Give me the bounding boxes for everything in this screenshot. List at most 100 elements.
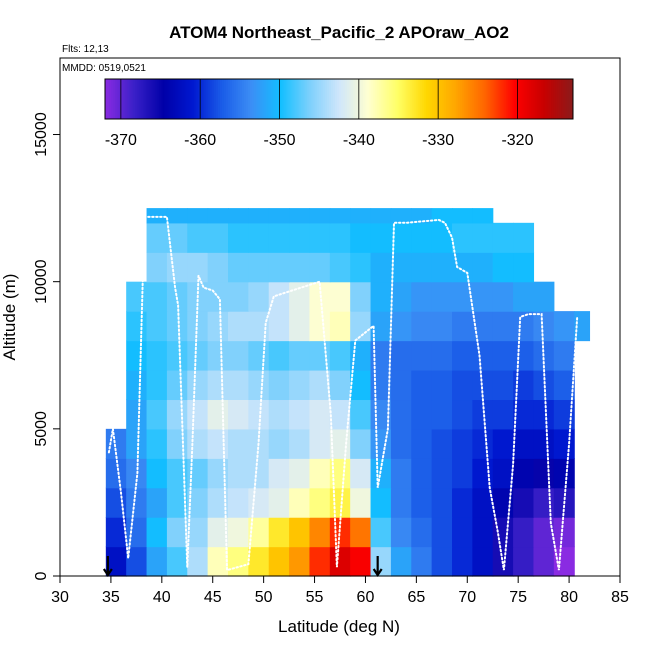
curtain-cell <box>248 311 270 342</box>
curtain-cell <box>289 458 311 489</box>
curtain-cell <box>390 252 412 283</box>
curtain-cell <box>289 369 311 401</box>
colorbar-tick-label: -320 <box>501 132 533 149</box>
colorbar-segment <box>370 79 374 119</box>
curtain-cell <box>533 546 555 577</box>
colorbar-segment <box>456 79 459 119</box>
curtain-cell <box>126 428 148 459</box>
curtain-cell <box>309 222 331 253</box>
curtain-cell <box>350 252 372 283</box>
down-arrow-marker <box>372 556 383 577</box>
colorbar-segment <box>368 79 372 119</box>
curtain-cell <box>248 369 270 401</box>
curtain-cell <box>228 311 249 342</box>
colorbar-segment <box>551 79 554 119</box>
curtain-cell <box>228 281 249 312</box>
curtain-cell <box>350 458 372 489</box>
colorbar-segment <box>267 79 270 119</box>
colorbar-segment <box>281 79 284 119</box>
colorbar-segment <box>315 79 318 119</box>
colorbar-segment <box>223 79 227 119</box>
curtain-cell <box>553 369 575 401</box>
colorbar-segment <box>247 79 251 119</box>
colorbar-segment <box>313 79 316 119</box>
x-tick-label: 80 <box>560 589 578 606</box>
curtain-cell <box>329 208 351 224</box>
curtain-cell <box>452 311 473 342</box>
colorbar-segment <box>342 79 346 119</box>
colorbar-segment <box>493 79 497 119</box>
curtain-cell <box>146 311 168 342</box>
colorbar-segment <box>327 79 330 119</box>
curtain-cell <box>268 252 290 283</box>
curtain-cell <box>533 281 555 312</box>
colorbar-segment <box>275 79 278 119</box>
colorbar-segment <box>184 79 187 119</box>
colorbar-segment <box>408 79 411 119</box>
colorbar-segment <box>346 79 350 119</box>
curtain-cell <box>126 281 148 312</box>
colorbar-segment <box>194 79 197 119</box>
curtain-cell <box>126 546 148 577</box>
curtain-cell <box>472 399 494 430</box>
x-tick-label: 55 <box>306 589 324 606</box>
curtain-cell <box>228 208 249 224</box>
colorbar-segment <box>158 79 161 119</box>
colorbar-segment <box>339 79 342 119</box>
colorbar-segment <box>489 79 493 119</box>
colorbar-segment <box>473 79 477 119</box>
curtain-cell <box>309 208 331 224</box>
colorbar-segment <box>331 79 334 119</box>
colorbar-segment <box>448 79 451 119</box>
curtain-cell <box>390 546 412 577</box>
colorbar-segment <box>253 79 257 119</box>
curtain-cell <box>228 458 249 489</box>
curtain-cell <box>390 399 412 430</box>
curtain-cell <box>248 546 270 577</box>
y-tick-label: 10000 <box>33 259 50 304</box>
curtain-cell <box>390 281 412 312</box>
curtain-cell <box>329 281 351 312</box>
curtain-cell <box>329 458 351 489</box>
flight-track-line <box>107 215 579 572</box>
colorbar-segment <box>483 79 487 119</box>
colorbar-segment <box>259 79 263 119</box>
colorbar-segment <box>192 79 195 119</box>
colorbar-segment <box>352 79 356 119</box>
colorbar-segment <box>112 79 116 119</box>
colorbar-segment <box>271 79 274 119</box>
colorbar-segment <box>402 79 405 119</box>
colorbar-segment <box>446 79 449 119</box>
curtain-cell <box>289 428 311 459</box>
curtain-cell <box>207 428 229 459</box>
curtain-cell <box>228 517 249 548</box>
colorbar-segment <box>501 79 504 119</box>
curtain-cell <box>268 222 290 253</box>
colorbar-segment <box>124 79 128 119</box>
curtain-cell <box>513 222 535 253</box>
curtain-cell <box>268 208 290 224</box>
colorbar-segment <box>529 79 532 119</box>
curtain-cell <box>431 517 453 548</box>
colorbar-segment <box>535 79 538 119</box>
colorbar-segment <box>467 79 471 119</box>
curtain-cell <box>207 487 229 518</box>
curtain-cell <box>146 546 168 577</box>
curtain-cell <box>289 311 311 342</box>
colorbar-segment <box>434 79 437 119</box>
colorbar-segment <box>426 79 429 119</box>
curtain-cell <box>105 487 127 518</box>
colorbar-segment <box>547 79 550 119</box>
curtain-cell <box>309 428 331 459</box>
colorbar-segment <box>505 79 508 119</box>
curtain-cell <box>452 252 473 283</box>
curtain-cell <box>492 222 514 253</box>
colorbar-segment <box>348 79 352 119</box>
chart-title: ATOM4 Northeast_Pacific_2 APOraw_AO2 <box>169 23 509 42</box>
colorbar-segment <box>309 79 312 119</box>
colorbar-segment <box>116 79 120 119</box>
colorbar-segment <box>376 79 380 119</box>
curtain-cell <box>472 222 494 253</box>
curtain-cell <box>492 399 514 430</box>
curtain-cell <box>166 222 188 253</box>
